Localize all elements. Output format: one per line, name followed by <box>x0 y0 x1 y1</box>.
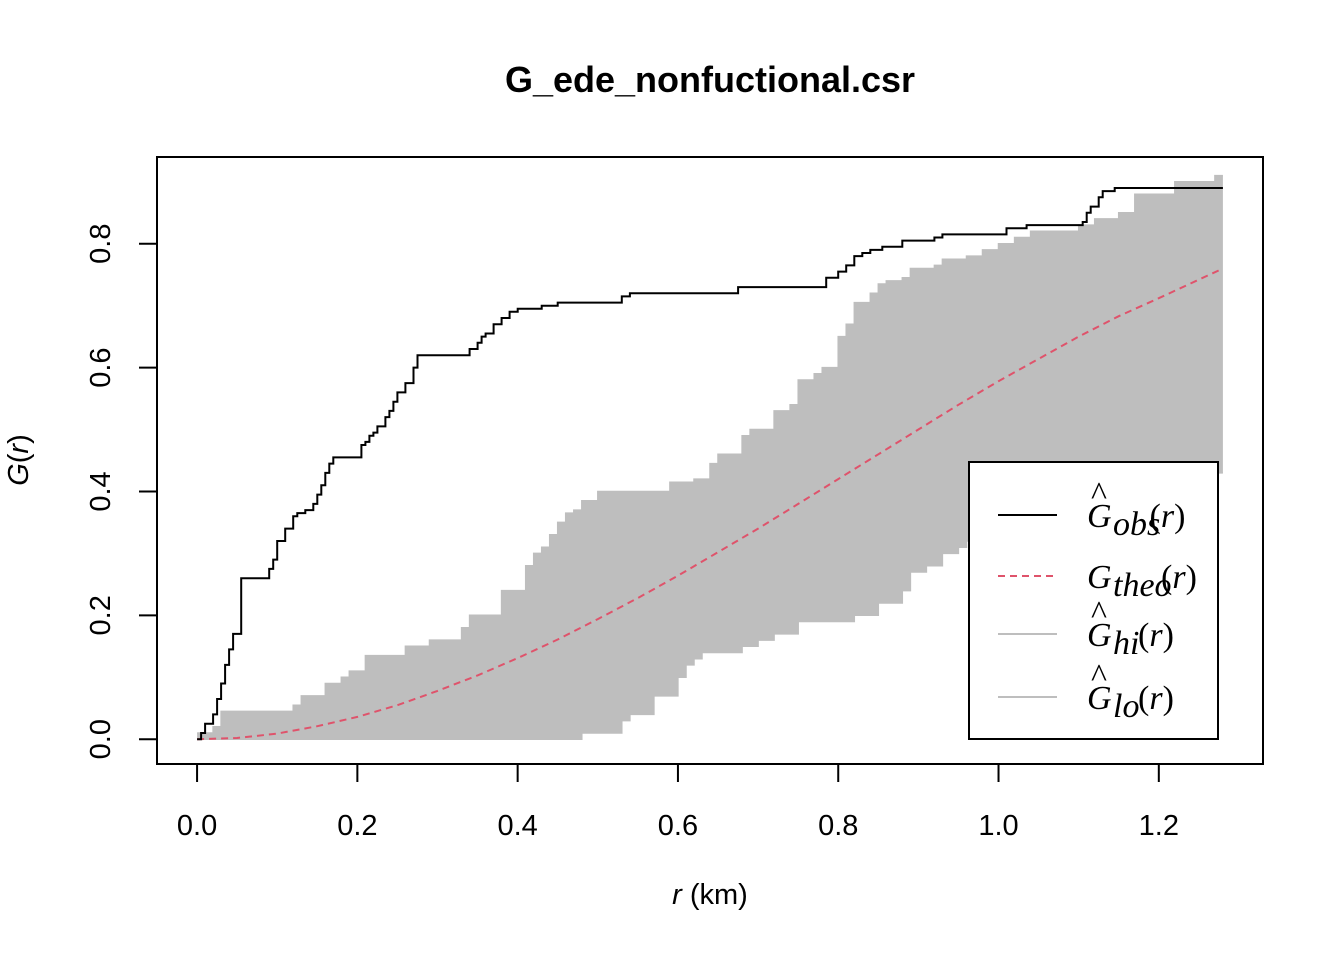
svg-text:G: G <box>1087 617 1112 654</box>
legend-entry-hi: G^hi(r) <box>1087 595 1174 662</box>
series-line-hi <box>197 174 1223 734</box>
chart-title: G_ede_nonfuctional.csr <box>505 59 915 100</box>
y-axis-label-var: r <box>3 443 35 454</box>
y-tick-label: 0.4 <box>85 471 117 511</box>
svg-text:^: ^ <box>1091 595 1107 632</box>
svg-text:obs: obs <box>1113 506 1160 543</box>
x-axis-label-unit: (km) <box>682 879 748 911</box>
svg-text:(r): (r) <box>1138 680 1174 717</box>
x-tick-label: 1.2 <box>1139 810 1179 842</box>
legend-entry-lo: G^lo(r) <box>1087 658 1174 725</box>
series-line-theo <box>197 267 1224 741</box>
y-tick-label: 0.6 <box>85 347 117 387</box>
x-axis: 0.0 0.2 0.4 0.6 0.8 1.0 1.2 <box>177 763 1179 842</box>
y-axis: 0.0 0.2 0.4 0.6 0.8 <box>85 224 158 759</box>
x-axis-label: r (km) <box>672 879 748 911</box>
series-line-obs <box>197 187 1223 741</box>
svg-text:(r): (r) <box>1161 559 1197 596</box>
legend-entry-obs: G^obs(r) <box>1087 476 1185 543</box>
x-tick-label: 0.6 <box>658 810 698 842</box>
svg-text:G: G <box>1087 680 1112 717</box>
svg-text:(r): (r) <box>1150 498 1186 535</box>
svg-text:G: G <box>1087 498 1112 535</box>
svg-text:G: G <box>1087 559 1112 596</box>
svg-text:(r): (r) <box>1138 617 1174 654</box>
x-tick-label: 0.0 <box>177 810 217 842</box>
x-tick-label: 0.8 <box>818 810 858 842</box>
svg-text:hi: hi <box>1113 625 1139 662</box>
envelope-band <box>197 175 1223 740</box>
y-tick-label: 0.2 <box>85 595 117 635</box>
x-tick-label: 0.2 <box>337 810 377 842</box>
legend-box <box>968 461 1219 740</box>
x-tick-label: 0.4 <box>497 810 537 842</box>
y-tick-label: 0.0 <box>85 719 117 759</box>
y-tick-label: 0.8 <box>85 224 117 264</box>
svg-text:theo: theo <box>1113 567 1172 604</box>
x-tick-label: 1.0 <box>978 810 1018 842</box>
x-axis-label-var: r <box>672 879 683 911</box>
svg-text:^: ^ <box>1091 476 1107 513</box>
y-axis-label: G(r) <box>3 434 35 486</box>
svg-text:^: ^ <box>1091 658 1107 695</box>
y-axis-label-func: G <box>3 463 35 486</box>
svg-text:lo: lo <box>1113 688 1139 725</box>
legend: G^obs(r)G theo(r)G^hi(r)G^lo(r) <box>968 461 1219 740</box>
